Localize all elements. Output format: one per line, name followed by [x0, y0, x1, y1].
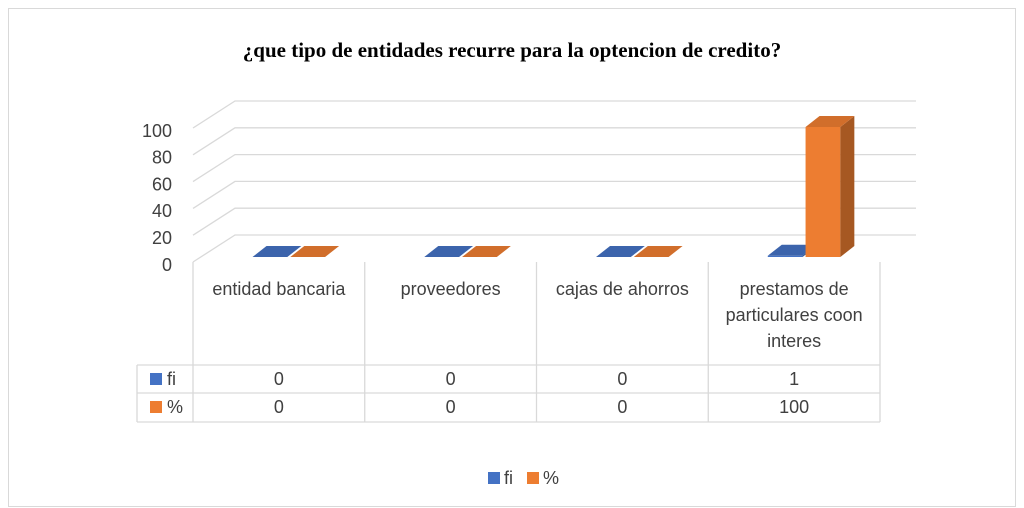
table-cell: 0	[446, 397, 456, 417]
bar	[252, 246, 302, 257]
grid-line	[192, 234, 916, 263]
bar-top	[290, 246, 340, 257]
legend-label: fi	[504, 468, 513, 488]
x-tick-label: entidad bancaria	[212, 279, 346, 299]
bar-top	[767, 244, 817, 256]
chart-border	[8, 8, 1016, 507]
y-tick-label: 40	[152, 201, 172, 221]
chart-title: ¿que tipo de entidades recurre para la o…	[243, 38, 781, 62]
table-row-label: fi	[167, 369, 176, 389]
table-cell: 100	[779, 397, 809, 417]
bar-top	[462, 246, 511, 257]
y-tick-label: 0	[162, 255, 172, 275]
table-cell: 0	[446, 369, 456, 389]
bar-top	[424, 246, 474, 257]
bar-top	[633, 246, 683, 257]
legend-label: %	[543, 468, 559, 488]
bar-side	[840, 116, 855, 257]
legend-key	[150, 373, 162, 385]
legend-key	[527, 472, 539, 484]
bar-front	[767, 255, 803, 257]
grid-line	[192, 180, 916, 209]
bar	[805, 116, 855, 257]
y-tick-label: 80	[152, 148, 172, 168]
y-tick-label: 20	[152, 228, 172, 248]
y-tick-label: 60	[152, 174, 172, 194]
bar-top	[252, 246, 302, 257]
grid-line	[192, 100, 916, 129]
grid-line	[192, 153, 916, 183]
bar-front	[805, 127, 841, 257]
table-row-label: %	[167, 397, 183, 417]
table-cell: 0	[617, 397, 627, 417]
x-tick-label: proveedores	[400, 279, 501, 299]
y-tick-label: 100	[142, 121, 172, 141]
x-tick-label: prestamos de particulares coon interes	[725, 279, 863, 351]
bar	[596, 246, 645, 257]
bar	[424, 246, 474, 257]
bar-top	[805, 116, 855, 127]
table-cell: 0	[617, 369, 627, 389]
grid-line	[192, 127, 916, 156]
table-cell: 0	[274, 369, 284, 389]
table-cell: 1	[789, 369, 799, 389]
bar	[633, 246, 683, 257]
bar-top	[596, 246, 645, 257]
legend-key	[150, 401, 162, 413]
table-cell: 0	[274, 397, 284, 417]
x-tick-label: cajas de ahorros	[555, 279, 689, 299]
legend-key	[488, 472, 500, 484]
grid-line	[192, 207, 916, 236]
bar	[290, 246, 340, 257]
bar	[462, 246, 511, 257]
